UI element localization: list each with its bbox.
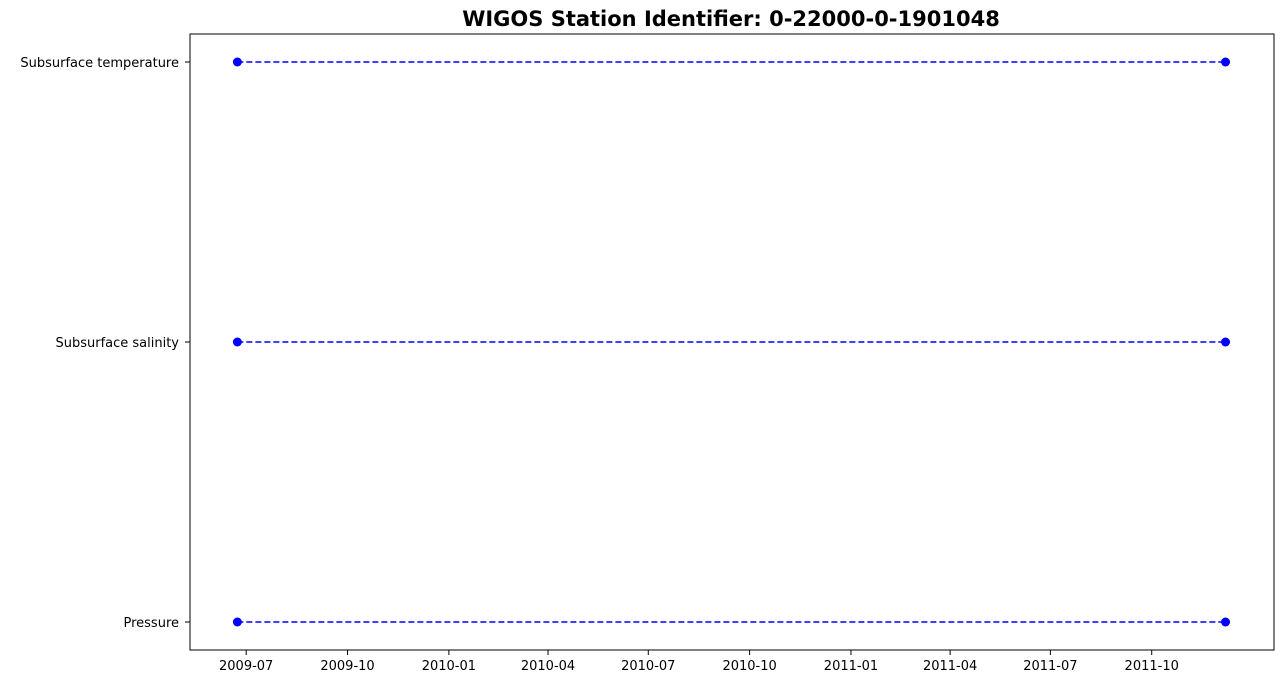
x-tick-label: 2011-10: [1125, 659, 1179, 674]
y-axis: Pressure Subsurface salinity Subsurface te…: [20, 56, 190, 631]
x-tick-label: 2011-01: [824, 659, 878, 674]
data-point-subsurface-temperature: [232, 57, 242, 67]
x-tick-label: 2010-07: [621, 659, 675, 674]
x-tick-label: 2009-07: [219, 659, 273, 674]
x-tick-label: 2009-10: [320, 659, 374, 674]
data-point-subsurface-temperature: [1221, 57, 1231, 67]
x-tick-label: 2010-04: [521, 659, 575, 674]
x-tick-label: 2010-01: [422, 659, 476, 674]
y-tick-label: Subsurface salinity: [55, 336, 179, 351]
x-tick-label: 2011-04: [923, 659, 977, 674]
y-tick-label: Pressure: [123, 616, 179, 631]
chart-title: WIGOS Station Identifier: 0-22000-0-1901…: [462, 7, 1000, 31]
data-point-pressure: [232, 617, 242, 627]
x-tick-label: 2010-10: [722, 659, 776, 674]
series-layer: [232, 57, 1231, 627]
data-point-pressure: [1221, 617, 1231, 627]
data-point-subsurface-salinity: [232, 337, 242, 347]
x-tick-label: 2011-07: [1023, 659, 1077, 674]
y-tick-label: Subsurface temperature: [20, 56, 179, 71]
data-point-subsurface-salinity: [1221, 337, 1231, 347]
x-axis: 2009-07 2009-10 2010-01 2010-04 2010-07 2010-…: [219, 650, 1179, 674]
